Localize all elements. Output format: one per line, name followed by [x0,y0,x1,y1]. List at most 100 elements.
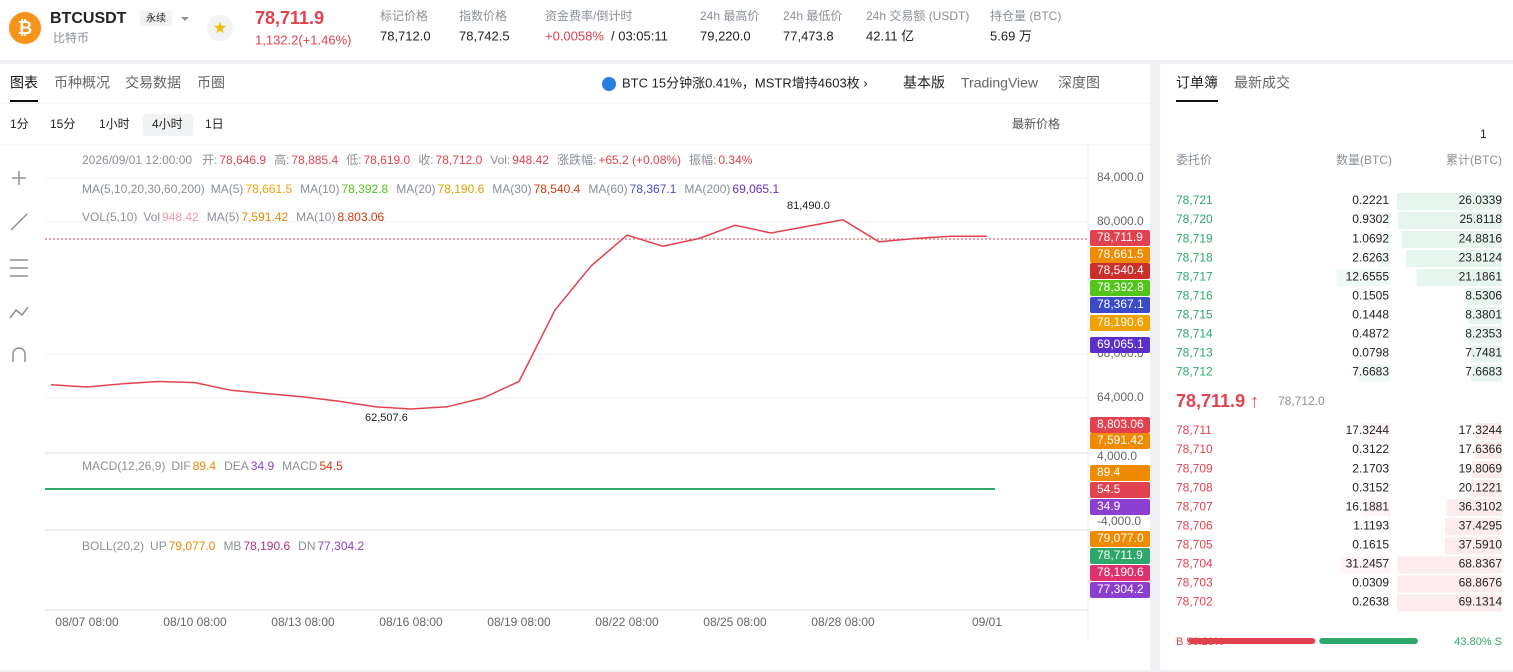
fav-star[interactable]: ★ [213,20,227,37]
col-head: 委托价 [1176,153,1212,167]
ob-tab[interactable]: 订单簿 [1176,75,1218,91]
price-tag-bg [1090,548,1150,564]
fav-bg[interactable] [207,15,233,41]
stat-value: 78,712.0 [380,28,431,43]
ob-price: 78,707 [1176,499,1213,513]
interval[interactable]: 1小时 [99,117,130,131]
ind-label: MA(20) [396,182,435,196]
price-tag-bg [1090,297,1150,313]
ob-price: 78,716 [1176,288,1213,302]
tab[interactable]: 币圈 [197,75,225,91]
ob-qty: 0.9302 [1352,212,1389,226]
depth-bar [1471,480,1502,498]
x-tick-label: 08/28 08:00 [811,615,875,629]
ob-price: 78,709 [1176,461,1213,475]
ind-label: DIF [171,459,190,473]
depth-bar [1397,575,1502,593]
price-tag: 78,540.4 [1097,263,1144,277]
buy-bar [1188,638,1316,644]
tool-fib[interactable] [10,259,28,277]
qty-bar [1385,231,1390,249]
price-type[interactable]: 最新价格 [1012,116,1060,131]
x-tick-label: 08/10 08:00 [163,615,227,629]
stat-value: 77,473.8 [783,28,834,43]
depth-bar [1471,364,1502,382]
news[interactable]: BTC 15分钟涨0.41%，MSTR增持4603枚 › [622,75,868,90]
depth-bar [1468,326,1502,344]
ind-value: 78,661.5 [245,182,292,196]
price-tag: 78,661.5 [1097,247,1144,261]
ind-label: DEA [224,459,249,473]
price-tag: 78,190.6 [1097,315,1144,329]
ob-qty: 12.6555 [1346,269,1390,283]
x-tick-label: 09/01 [972,615,1002,629]
ob-qty: 0.3152 [1352,480,1389,494]
ob-total: 8.5306 [1465,288,1502,302]
ob-price: 78,721 [1176,193,1213,207]
price-change: 1,132.2(+1.46%) [255,32,351,47]
ind-value: 77,304.2 [318,539,365,553]
qty-bar [1388,518,1390,536]
price-tag: 78,367.1 [1097,297,1144,311]
ind-label: DN [298,539,315,553]
price-tag: 34.9 [1097,499,1121,513]
tab[interactable]: 交易数据 [125,75,181,91]
ob-qty: 0.4872 [1352,327,1389,341]
view-tab[interactable]: 基本版 [903,75,945,91]
ind-value: +65.2 (+0.08%) [598,153,681,167]
y-tick-label: 64,000.0 [1097,390,1144,404]
depth-bar [1471,461,1502,479]
view-tab[interactable]: TradingView [961,75,1039,91]
price-tag-bg [1090,263,1150,279]
macd-axis: -4,000.0 [1097,514,1141,528]
ind-value: 78,190.6 [243,539,290,553]
stat-label: 资金费率/倒计时 [545,8,632,23]
ob-qty: 16.1881 [1346,499,1390,513]
qty-bar [1389,193,1390,210]
tool-line[interactable] [10,213,28,231]
macd-axis: 4,000.0 [1097,449,1137,463]
interval[interactable]: 4小时 [152,117,183,131]
price-tag-bg [1090,280,1150,296]
tab[interactable]: 图表 [10,75,38,91]
ob-total: 7.7481 [1465,346,1502,360]
tab[interactable]: 币种概况 [54,75,110,91]
qty-bar [1386,461,1390,479]
ob-qty: 2.1703 [1352,461,1389,475]
tool-cross[interactable] [12,171,26,185]
interval[interactable]: 1日 [205,117,224,131]
ob-tab[interactable]: 最新成交 [1234,75,1290,91]
mid-price: 78,711.9 ↑ [1176,391,1259,411]
depth-bar [1401,231,1502,249]
price-tag: 89.4 [1097,465,1121,479]
stat-label: 24h 交易额 (USDT) [866,8,969,23]
ind-label: Vol: [490,153,510,167]
price-tag: 79,077.0 [1097,531,1144,545]
ind-title: MACD(12,26,9) [82,459,165,473]
precision[interactable]: 1 [1480,127,1487,141]
ind-value: 78,540.4 [534,182,581,196]
interval[interactable]: 1分 [10,117,29,131]
ob-total: 8.2353 [1465,327,1502,341]
depth-bar [1467,288,1502,306]
ob-price: 78,712 [1176,365,1213,379]
ind-label: MA(5) [207,210,240,224]
y-tick-label: 84,000.0 [1097,170,1144,184]
price-tag-bg [1090,337,1150,353]
price-tag-bg [1090,315,1150,331]
ob-qty: 0.1505 [1352,288,1389,302]
view-tab[interactable]: 深度图 [1058,75,1100,91]
depth-bar [1468,307,1502,325]
interval[interactable]: 15分 [50,117,75,131]
price-tag-bg [1090,531,1150,547]
ob-total: 7.6683 [1465,365,1502,379]
tool-magnet[interactable] [12,347,26,362]
ob-qty: 1.1193 [1353,518,1389,532]
stat-value: 78,742.5 [459,28,510,43]
tool-path[interactable] [9,306,29,319]
depth-bar [1444,537,1502,555]
ind-title: VOL(5,10) [82,210,137,224]
stat-extra: / 03:05:11 [611,28,668,43]
depth-bar [1397,212,1502,230]
